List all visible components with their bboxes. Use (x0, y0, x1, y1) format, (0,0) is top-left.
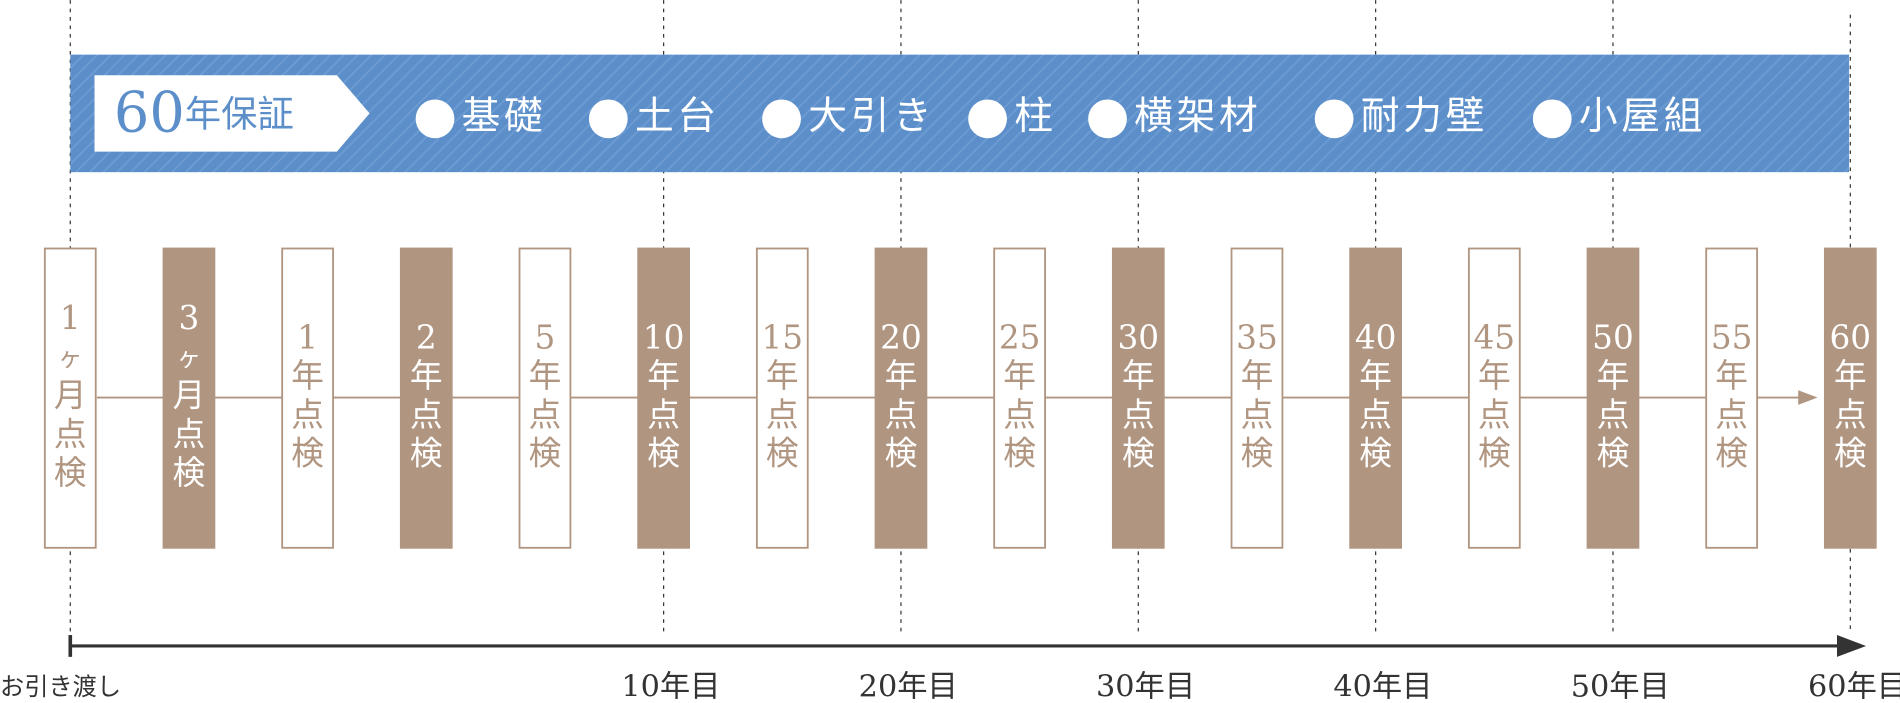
item-bullet (415, 99, 455, 139)
inspection-label: 40 年点検 (1355, 318, 1397, 472)
inspection-box (1111, 247, 1165, 549)
axis-label: 50年目 (1571, 669, 1670, 703)
axis-label: 10年目 (621, 669, 720, 703)
inspection-label: 35 年点検 (1236, 318, 1278, 472)
inspection-label: 1 年点検 (291, 318, 324, 472)
inspection-label: 25 年点検 (999, 318, 1041, 472)
item-label: 耐力壁 (1361, 94, 1488, 139)
item-label: 土台 (635, 94, 720, 139)
axis-arrow (1836, 635, 1867, 657)
inspection-box (1586, 247, 1640, 549)
inspection-label: 2 年点検 (410, 318, 443, 472)
inspection-label: 50 年点検 (1592, 318, 1634, 472)
inspection-box (1823, 247, 1877, 549)
inspection-label: 1 ヶ月点検 (54, 299, 87, 492)
axis-label: 60年目 (1808, 669, 1900, 703)
item-label: 柱 (1014, 94, 1056, 139)
axis-label: お引き渡し (0, 673, 121, 701)
inspection-box (755, 247, 809, 549)
item-bullet (1088, 99, 1127, 139)
flow-arrow (1798, 390, 1818, 405)
inspection-box (1349, 247, 1402, 549)
inspection-box (874, 247, 928, 549)
inspection-label: 15 年点検 (761, 318, 803, 472)
item-label: 大引き (808, 94, 935, 139)
inspection-label: 10 年点検 (643, 318, 685, 472)
axis-label: 40年目 (1333, 669, 1432, 703)
inspection-box (1467, 247, 1521, 549)
item-bullet (1314, 99, 1354, 139)
inspection-box (1705, 247, 1759, 549)
axis-label: 20年目 (859, 669, 958, 703)
inspection-box (637, 247, 690, 549)
inspection-box (518, 247, 572, 549)
item-bullet (968, 99, 1007, 139)
item-label: 基礎 (462, 94, 547, 139)
item-label: 小屋組 (1579, 94, 1706, 139)
item-bullet (1532, 99, 1572, 139)
inspection-box (399, 247, 453, 549)
inspection-box (162, 247, 216, 549)
item-bullet (588, 99, 628, 139)
inspection-label: 5 年点検 (529, 318, 562, 472)
item-bullet (762, 99, 801, 139)
inspection-box (1230, 247, 1284, 549)
warranty-label: 60年保証 (114, 80, 294, 145)
inspection-label: 3 ヶ月点検 (173, 299, 206, 492)
inspection-box (43, 247, 97, 549)
inspection-label: 20 年点検 (880, 318, 922, 472)
inspection-label: 45 年点検 (1473, 318, 1515, 472)
inspection-label: 60 年点検 (1830, 318, 1872, 472)
inspection-label: 55 年点検 (1711, 318, 1753, 472)
axis-label: 30年目 (1096, 669, 1195, 703)
inspection-box (281, 247, 334, 549)
warranty-tag (94, 75, 370, 152)
item-label: 横架材 (1134, 94, 1261, 139)
inspection-box (993, 247, 1046, 549)
inspection-label: 30 年点検 (1117, 318, 1159, 472)
